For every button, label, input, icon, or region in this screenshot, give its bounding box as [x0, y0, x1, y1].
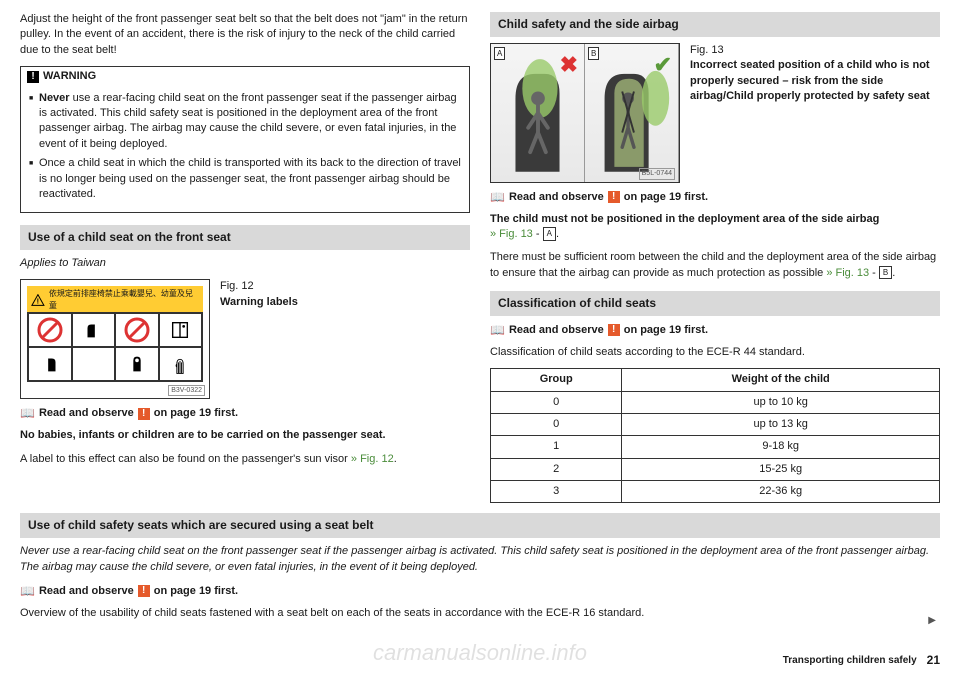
warning-box: ! WARNING Never use a rear-facing child …	[20, 66, 470, 213]
read-observe-text: Read and observe	[39, 406, 134, 421]
warning-title: WARNING	[43, 69, 96, 84]
read-observe-line: 📖 Read and observe ! on page 19 first.	[490, 322, 940, 339]
on-page-text: on page 19 first.	[154, 584, 238, 599]
on-page-text: on page 19 first.	[624, 323, 708, 338]
table-row: 322-36 kg	[491, 481, 940, 503]
book-icon: 📖	[20, 405, 35, 422]
figure-13-caption-text: Incorrect seated position of a child who…	[690, 59, 930, 102]
warning-icon: !	[27, 71, 39, 83]
read-observe-text: Read and observe	[509, 190, 604, 205]
read-observe-line: 📖 Read and observe ! on page 19 first.	[20, 405, 470, 422]
warning-item: Never use a rear-facing child seat on th…	[29, 91, 461, 153]
section-use-child-seat-front: Use of a child seat on the front seat	[20, 225, 470, 250]
read-observe-text: Read and observe	[509, 323, 604, 338]
figure-13-number: Fig. 13	[690, 43, 940, 58]
manual-icon	[159, 313, 203, 347]
alert-icon: !	[608, 191, 620, 203]
warning-list: Never use a rear-facing child seat on th…	[21, 87, 469, 213]
table-row: 215-25 kg	[491, 458, 940, 480]
book-icon: 📖	[490, 189, 505, 206]
alert-icon: !	[608, 324, 620, 336]
figure-13-row: A ✖ B ✔	[490, 43, 940, 183]
section-classification: Classification of child seats	[490, 291, 940, 316]
applies-to: Applies to Taiwan	[20, 256, 470, 271]
alert-icon: !	[138, 408, 150, 420]
table-header-group: Group	[491, 369, 622, 391]
full-width-section: Use of child safety seats which are secu…	[20, 513, 940, 621]
on-page-text: on page 19 first.	[624, 190, 708, 205]
box-a: A	[543, 227, 556, 240]
figure-12-row: ! 依規定前排座椅禁止乘載嬰兒、幼童及兒童 B3V-0322 Fig. 12	[20, 279, 470, 399]
fig-13-reference-b: » Fig. 13	[826, 267, 869, 279]
figure-12-caption: Fig. 12 Warning labels	[220, 279, 298, 310]
figure-13-code: B5L-0744	[639, 168, 675, 180]
intro-paragraph: Adjust the height of the front passenger…	[20, 12, 470, 58]
figure-12-image: ! 依規定前排座椅禁止乘載嬰兒、幼童及兒童 B3V-0322	[20, 279, 210, 399]
read-observe-line: 📖 Read and observe ! on page 19 first.	[490, 189, 940, 206]
figure-12-yellow-bar: ! 依規定前排座椅禁止乘載嬰兒、幼童及兒童	[27, 286, 203, 312]
figure-12-caption-text: Warning labels	[220, 296, 298, 308]
prohibit-icon	[28, 313, 72, 347]
figure-13-panel-b: B ✔	[585, 44, 679, 182]
book-icon: 📖	[20, 583, 35, 600]
section-seat-belt: Use of child safety seats which are secu…	[20, 513, 940, 538]
x-mark-icon: ✖	[560, 50, 578, 81]
child-seat-icon	[115, 347, 159, 381]
fig-13-reference-a: » Fig. 13	[490, 228, 533, 240]
label-text: A label to this effect can also be found…	[20, 453, 351, 465]
figure-12-grid	[27, 312, 203, 382]
figure-13-label-b: B	[588, 47, 599, 60]
warning-header: ! WARNING	[21, 67, 469, 86]
alert-icon: !	[138, 585, 150, 597]
classification-table-body: 0up to 10 kg 0up to 13 kg 19-18 kg 215-2…	[491, 391, 940, 503]
warning-triangle-icon: !	[31, 294, 45, 306]
must-not-text: The child must not be positioned in the …	[490, 213, 879, 225]
overview-paragraph: Overview of the usability of child seats…	[20, 606, 940, 621]
figure-12-code: B3V-0322	[168, 385, 205, 397]
page-number: 21	[927, 652, 940, 669]
never-use-paragraph: Never use a rear-facing child seat on th…	[20, 544, 940, 575]
page-footer: Transporting children safely 21	[783, 652, 940, 669]
label-sun-visor: A label to this effect can also be found…	[20, 452, 470, 467]
figure-13-label-a: A	[494, 47, 505, 60]
hand-icon	[159, 347, 203, 381]
book-icon: 📖	[490, 322, 505, 339]
continuation-arrow-icon: ▶	[928, 614, 936, 628]
fig-12-reference: » Fig. 12	[351, 453, 394, 465]
table-row: 19-18 kg	[491, 436, 940, 458]
on-page-text: on page 19 first.	[154, 406, 238, 421]
right-column: Child safety and the side airbag A ✖ B ✔	[490, 12, 940, 503]
figure-13-caption: Fig. 13 Incorrect seated position of a c…	[690, 43, 940, 105]
sufficient-room-paragraph: There must be sufficient room between th…	[490, 250, 940, 281]
table-header-weight: Weight of the child	[622, 369, 940, 391]
read-observe-text: Read and observe	[39, 584, 134, 599]
section-child-safety-side-airbag: Child safety and the side airbag	[490, 12, 940, 37]
must-not-paragraph: The child must not be positioned in the …	[490, 212, 940, 243]
prohibit-icon	[115, 313, 159, 347]
read-observe-line: 📖 Read and observe ! on page 19 first.	[20, 583, 940, 600]
table-row: 0up to 13 kg	[491, 413, 940, 435]
table-header-row: Group Weight of the child	[491, 369, 940, 391]
warning-item: Once a child seat in which the child is …	[29, 156, 461, 202]
classification-table: Group Weight of the child 0up to 10 kg 0…	[490, 368, 940, 503]
figure-12-chinese-text: 依規定前排座椅禁止乘載嬰兒、幼童及兒童	[49, 288, 199, 310]
table-row: 0up to 10 kg	[491, 391, 940, 413]
warning-item-text: use a rear-facing child seat on the fron…	[39, 92, 457, 150]
box-b: B	[879, 266, 892, 279]
check-mark-icon: ✔	[654, 50, 672, 81]
figure-13-image: A ✖ B ✔	[490, 43, 680, 183]
figure-13-panel-a: A ✖	[491, 44, 585, 182]
no-babies-text: No babies, infants or children are to be…	[20, 428, 470, 443]
seat-left-icon	[28, 347, 72, 381]
watermark: carmanualsonline.info	[373, 638, 587, 669]
svg-text:!: !	[37, 296, 39, 305]
left-column: Adjust the height of the front passenger…	[20, 12, 470, 503]
seat-right-icon	[72, 313, 116, 347]
classification-intro: Classification of child seats according …	[490, 345, 940, 360]
chapter-title: Transporting children safely	[783, 654, 917, 668]
figure-12-number: Fig. 12	[220, 279, 298, 294]
